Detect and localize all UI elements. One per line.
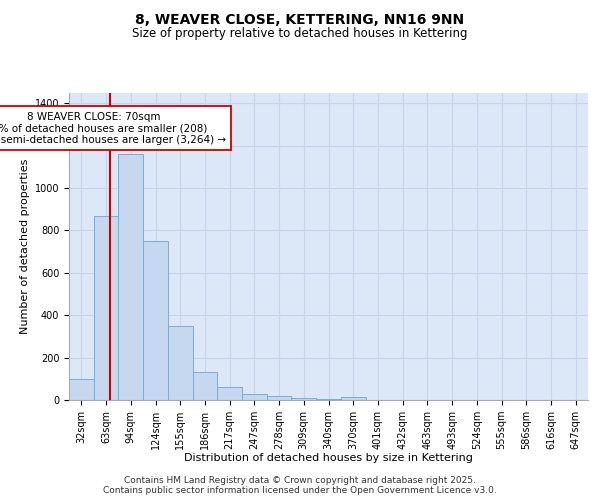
Bar: [267, 396, 292, 400]
Text: Contains HM Land Registry data © Crown copyright and database right 2025.
Contai: Contains HM Land Registry data © Crown c…: [103, 476, 497, 495]
Y-axis label: Number of detached properties: Number of detached properties: [20, 158, 31, 334]
Bar: [94, 216, 118, 400]
Text: 8, WEAVER CLOSE, KETTERING, NN16 9NN: 8, WEAVER CLOSE, KETTERING, NN16 9NN: [136, 12, 464, 26]
Bar: [143, 241, 168, 400]
Bar: [168, 326, 193, 400]
Text: 8 WEAVER CLOSE: 70sqm
← 6% of detached houses are smaller (208)
94% of semi-deta: 8 WEAVER CLOSE: 70sqm ← 6% of detached h…: [0, 112, 226, 145]
Bar: [292, 398, 316, 400]
Bar: [118, 154, 143, 400]
Text: Size of property relative to detached houses in Kettering: Size of property relative to detached ho…: [132, 28, 468, 40]
Bar: [193, 372, 217, 400]
Bar: [69, 379, 94, 400]
Bar: [242, 394, 267, 400]
Bar: [341, 397, 365, 400]
X-axis label: Distribution of detached houses by size in Kettering: Distribution of detached houses by size …: [184, 454, 473, 464]
Bar: [316, 399, 341, 400]
Bar: [217, 388, 242, 400]
